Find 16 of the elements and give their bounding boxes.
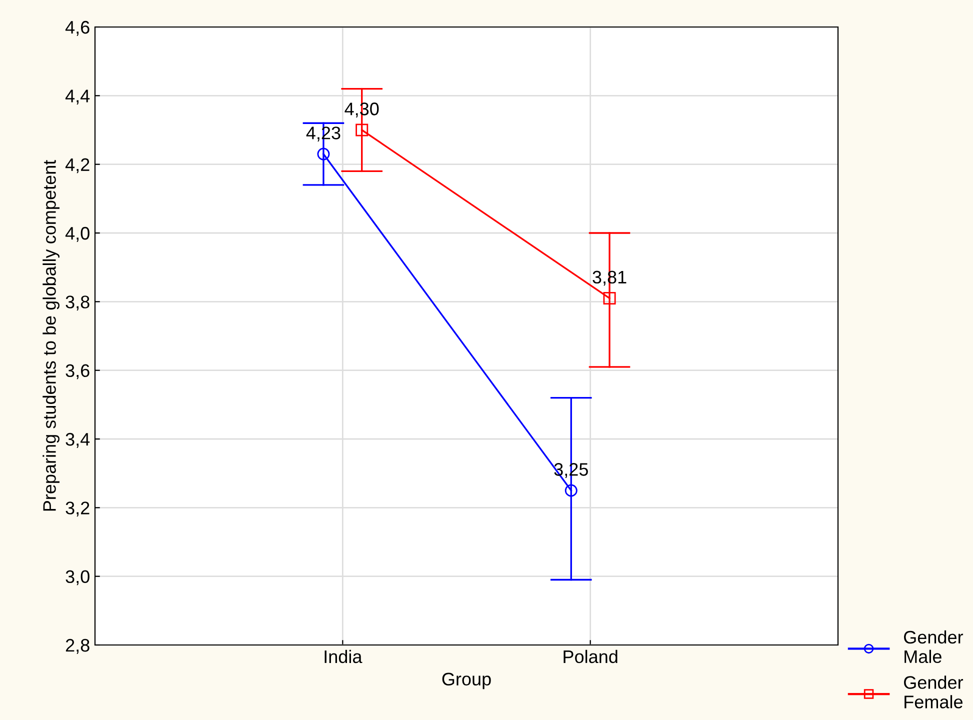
y-tick-label: 4,4 [65, 90, 90, 105]
y-tick-label: 3,0 [66, 570, 90, 586]
legend-label: Gender Male [904, 630, 964, 664]
y-tick-label: 4,0 [65, 226, 90, 242]
legend-label: Gender Female [904, 676, 964, 708]
y-tick-label: 4,6 [65, 20, 90, 36]
y-tick-label: 3,8 [66, 296, 90, 311]
y-tick-label: 2,8 [66, 638, 90, 654]
x-tick-label: India [324, 650, 362, 664]
y-tick-label: 3,6 [66, 364, 90, 380]
x-axis-title: Group [442, 672, 491, 690]
y-tick-label: 4,2 [65, 158, 90, 174]
y-tick-label: 3,4 [66, 432, 90, 448]
y-tick-label: 3,2 [66, 502, 90, 517]
y-axis-title: Preparing students to be globally competent [42, 160, 60, 511]
x-tick-label: Poland [564, 650, 618, 664]
